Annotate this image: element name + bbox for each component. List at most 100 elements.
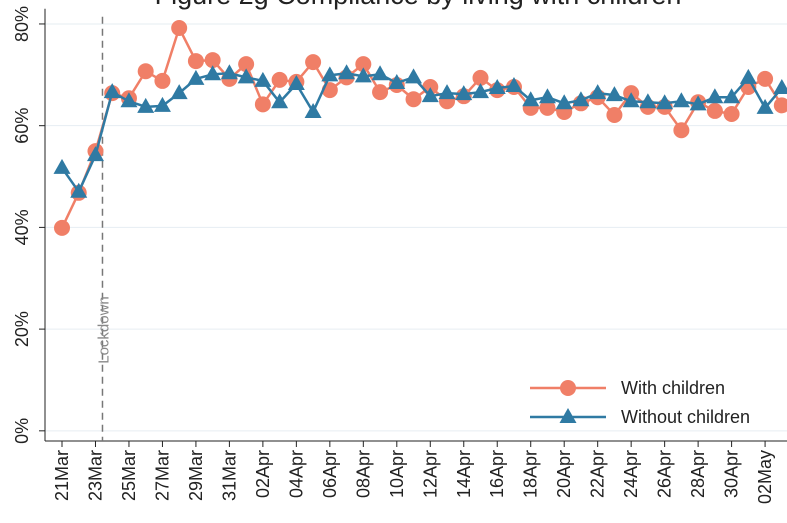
x-tick-label: 21Mar [52,450,72,501]
point [54,219,70,236]
x-tick-label: 04Apr [286,450,306,498]
y-tick-label: 60% [12,108,32,144]
point [438,84,456,100]
point [137,97,155,113]
point [154,72,171,89]
point [372,84,389,101]
point [538,88,556,104]
point [338,64,356,80]
y-tick-label: 40% [12,209,32,245]
legend-label: With children [621,378,725,398]
point [271,71,288,88]
point [153,96,171,112]
point [639,93,657,109]
point [354,67,372,83]
x-tick-label: 24Apr [621,450,641,498]
point [304,102,322,118]
point [472,83,489,99]
point [706,102,723,119]
point [70,182,88,198]
point [605,86,623,102]
x-tick-label: 27Mar [152,450,172,501]
point [505,77,523,93]
point [606,106,623,123]
point [773,97,787,114]
point [254,71,272,87]
point [673,122,690,139]
x-tick-label: 12Apr [420,450,440,498]
point [371,65,389,81]
point [706,88,724,104]
point [488,79,506,95]
point [137,63,154,80]
point [254,96,271,113]
point [220,64,238,80]
point [723,88,741,104]
x-tick-label: 20Apr [554,450,574,498]
point [271,93,289,109]
point [405,68,423,84]
legend-label: Without children [621,407,750,427]
chart-title: Figure 2g Compliance by living with chil… [155,0,682,10]
legend-marker [560,380,576,396]
point [739,68,757,84]
legend-marker [559,408,577,423]
point [287,74,305,90]
y-tick-label: 80% [12,6,32,42]
x-tick-label: 28Apr [688,450,708,498]
point [622,92,640,108]
point [589,84,607,100]
point [187,69,205,85]
point [472,69,489,86]
y-tick-label: 20% [12,311,32,347]
point [757,70,774,87]
x-tick-label: 26Apr [655,450,675,498]
point [120,92,138,108]
point [689,95,707,111]
point [388,73,406,89]
x-tick-label: 02Apr [253,450,273,498]
lockdown-label: Lockdown [95,296,112,364]
point [170,84,188,100]
point [204,52,221,69]
point [572,91,590,107]
y-tick-label: 0% [12,418,32,444]
x-tick-label: 16Apr [487,450,507,498]
x-tick-label: 08Apr [353,450,373,498]
point [723,105,740,122]
point [455,85,473,101]
point [355,56,372,73]
point [238,56,255,73]
point [171,20,188,37]
x-tick-label: 25Mar [119,450,139,501]
point [53,158,71,174]
x-tick-label: 30Apr [722,450,742,498]
x-tick-label: 29Mar [186,450,206,501]
x-tick-label: 02May [755,450,775,504]
point [204,65,222,81]
point [773,79,787,95]
point [86,146,104,162]
point [103,83,121,99]
point [237,68,255,84]
point [405,91,422,108]
x-tick-label: 18Apr [521,450,541,498]
point [522,91,540,107]
x-tick-label: 14Apr [454,450,474,498]
point [656,94,674,110]
point [555,94,573,110]
point [756,98,774,114]
point [421,87,439,103]
x-tick-label: 10Apr [387,450,407,498]
x-tick-label: 06Apr [320,450,340,498]
point [187,53,204,70]
point [305,54,322,71]
x-tick-label: 22Apr [588,450,608,498]
point [672,92,690,108]
point [321,66,339,82]
point [539,99,556,116]
x-tick-label: 23Mar [85,450,105,501]
x-tick-label: 31Mar [219,450,239,501]
